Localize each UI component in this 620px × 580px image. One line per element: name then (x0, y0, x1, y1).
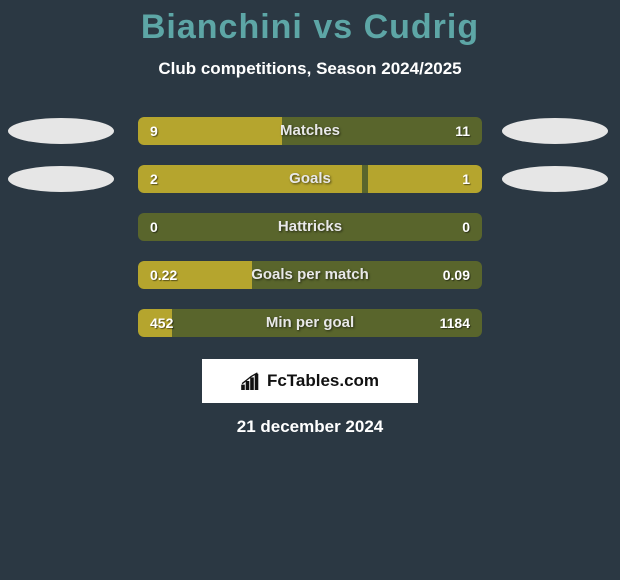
stat-row: 911Matches (0, 109, 620, 153)
stat-row: 0.220.09Goals per match (0, 253, 620, 297)
stat-label: Matches (138, 117, 482, 145)
stat-label: Min per goal (138, 309, 482, 337)
stat-label: Goals (138, 165, 482, 193)
player-ellipse-right (502, 118, 608, 144)
stat-label: Hattricks (138, 213, 482, 241)
branding-text: FcTables.com (267, 371, 379, 391)
player-ellipse-left (8, 118, 114, 144)
subtitle: Club competitions, Season 2024/2025 (0, 59, 620, 79)
branding-badge: FcTables.com (202, 359, 418, 403)
stat-bar: 00Hattricks (138, 213, 482, 241)
stat-row: 21Goals (0, 157, 620, 201)
stat-bar: 0.220.09Goals per match (138, 261, 482, 289)
date-text: 21 december 2024 (0, 417, 620, 437)
stat-row: 4521184Min per goal (0, 301, 620, 345)
player-ellipse-left (8, 166, 114, 192)
stat-row: 00Hattricks (0, 205, 620, 249)
stat-bar: 911Matches (138, 117, 482, 145)
stat-bar: 21Goals (138, 165, 482, 193)
comparison-card: Bianchini vs Cudrig Club competitions, S… (0, 0, 620, 445)
stat-label: Goals per match (138, 261, 482, 289)
player-ellipse-right (502, 166, 608, 192)
stat-rows: 911Matches 21Goals 00Hattricks 0.220.09Goal… (0, 109, 620, 345)
chart-bars-icon (241, 372, 263, 390)
stat-bar: 4521184Min per goal (138, 309, 482, 337)
page-title: Bianchini vs Cudrig (0, 8, 620, 47)
